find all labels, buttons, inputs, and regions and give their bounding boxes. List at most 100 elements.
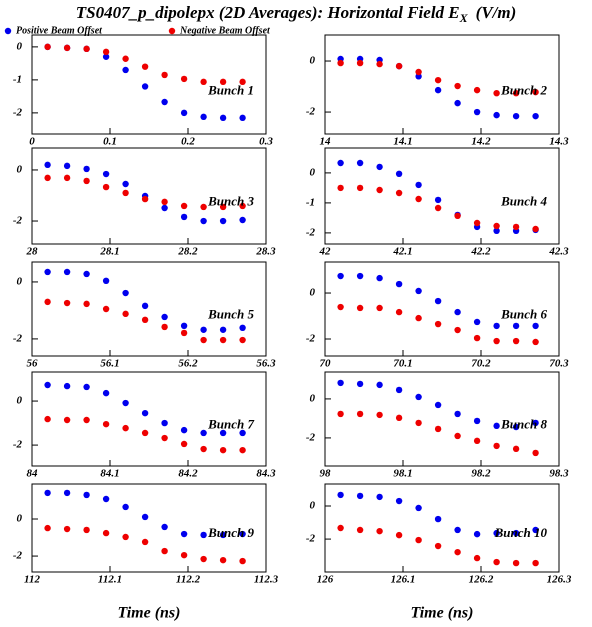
data-point: [532, 419, 539, 427]
x-tick-label: 70: [320, 358, 332, 370]
data-point: [63, 416, 71, 424]
data-point: [63, 382, 71, 390]
data-point: [44, 524, 51, 532]
data-point: [493, 222, 500, 230]
data-point: [473, 554, 481, 562]
data-point: [493, 442, 500, 450]
data-point: [434, 76, 442, 84]
data-point: [493, 558, 500, 566]
data-point: [376, 493, 383, 501]
legend-label: Negative Beam Offset: [179, 25, 271, 36]
data-point: [337, 159, 344, 167]
title-unit: (V/m): [476, 3, 517, 22]
data-point: [337, 379, 344, 387]
x-tick-label: 112: [24, 574, 40, 586]
data-point: [337, 524, 344, 532]
data-point: [356, 272, 364, 280]
data-point: [395, 189, 403, 197]
data-point: [141, 513, 149, 521]
data-point: [122, 310, 129, 318]
data-point: [83, 383, 90, 391]
data-point: [356, 492, 364, 500]
data-point: [415, 195, 422, 203]
x-tick-label: 112.3: [254, 574, 279, 586]
data-point: [161, 523, 168, 531]
data-point: [122, 55, 129, 62]
data-point: [44, 415, 51, 423]
data-point: [512, 337, 520, 345]
data-point: [473, 437, 481, 445]
x-tick-label: 14.1: [393, 136, 412, 148]
data-point: [141, 302, 149, 310]
data-point: [63, 44, 71, 52]
y-tick-label: -1: [13, 73, 22, 85]
data-point: [376, 411, 383, 419]
data-point: [102, 495, 110, 503]
panel-annotation: Bunch 1: [207, 82, 254, 97]
data-point: [395, 497, 403, 505]
x-tick-label: 42.1: [392, 246, 412, 258]
data-point: [239, 202, 246, 210]
data-point: [376, 527, 383, 535]
data-point: [83, 300, 90, 308]
x-tick-label: 56.2: [178, 358, 198, 370]
data-point: [493, 322, 500, 330]
data-point: [83, 526, 90, 534]
panel-annotation: Bunch 7: [207, 417, 254, 432]
data-point: [141, 83, 149, 90]
legend-marker: [168, 27, 176, 35]
data-point: [512, 223, 520, 231]
x-tick-label: 126.3: [547, 574, 572, 586]
x-tick-label: 126.2: [469, 574, 494, 586]
x-tick-label: 0.2: [181, 136, 195, 148]
y-tick-label: -1: [306, 196, 315, 208]
data-point: [415, 314, 422, 322]
data-point: [532, 526, 539, 534]
data-point: [219, 326, 227, 333]
y-tick-label: 0: [17, 275, 23, 287]
x-tick-label: 56: [27, 358, 39, 370]
data-point: [102, 529, 110, 537]
data-point: [473, 318, 481, 326]
y-tick-label: 0: [17, 395, 23, 407]
data-point: [454, 526, 461, 534]
data-point: [44, 43, 51, 51]
data-point: [376, 186, 383, 194]
data-point: [376, 60, 383, 68]
data-point: [532, 322, 539, 330]
data-point: [122, 503, 129, 511]
data-point: [415, 68, 422, 76]
x-tick-label: 14.3: [549, 136, 569, 148]
data-point: [239, 216, 246, 224]
data-point: [239, 324, 246, 331]
data-point: [219, 429, 227, 437]
data-point: [63, 268, 71, 276]
data-point: [239, 446, 246, 454]
panel-annotation: Bunch 8: [500, 417, 547, 432]
data-point: [219, 217, 227, 225]
data-point: [141, 195, 149, 203]
data-point: [44, 298, 51, 306]
data-point: [122, 399, 129, 407]
data-point: [219, 446, 227, 454]
data-point: [44, 489, 51, 497]
data-point: [239, 78, 246, 86]
x-tick-label: 14: [320, 136, 332, 148]
data-point: [63, 162, 71, 170]
data-point: [219, 114, 227, 122]
data-point: [200, 336, 207, 344]
x-tick-label: 98.2: [471, 468, 491, 480]
data-point: [493, 529, 500, 537]
data-point: [512, 445, 520, 453]
data-point: [493, 227, 500, 234]
data-point: [122, 533, 129, 541]
y-tick-label: -2: [13, 439, 23, 451]
data-point: [102, 277, 110, 284]
data-point: [512, 322, 520, 330]
plot-frame: [324, 34, 560, 135]
data-point: [200, 555, 207, 563]
y-tick-label: 0: [17, 40, 23, 52]
data-point: [63, 299, 71, 307]
data-point: [180, 322, 188, 330]
